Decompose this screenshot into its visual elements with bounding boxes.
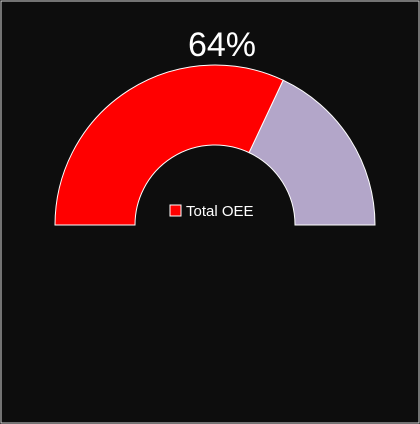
gauge-value	[54, 64, 284, 226]
gauge-track	[248, 79, 376, 226]
legend-label: Total OEE	[186, 203, 254, 220]
legend-swatch	[169, 204, 182, 217]
chart-title: 64%	[188, 26, 256, 64]
